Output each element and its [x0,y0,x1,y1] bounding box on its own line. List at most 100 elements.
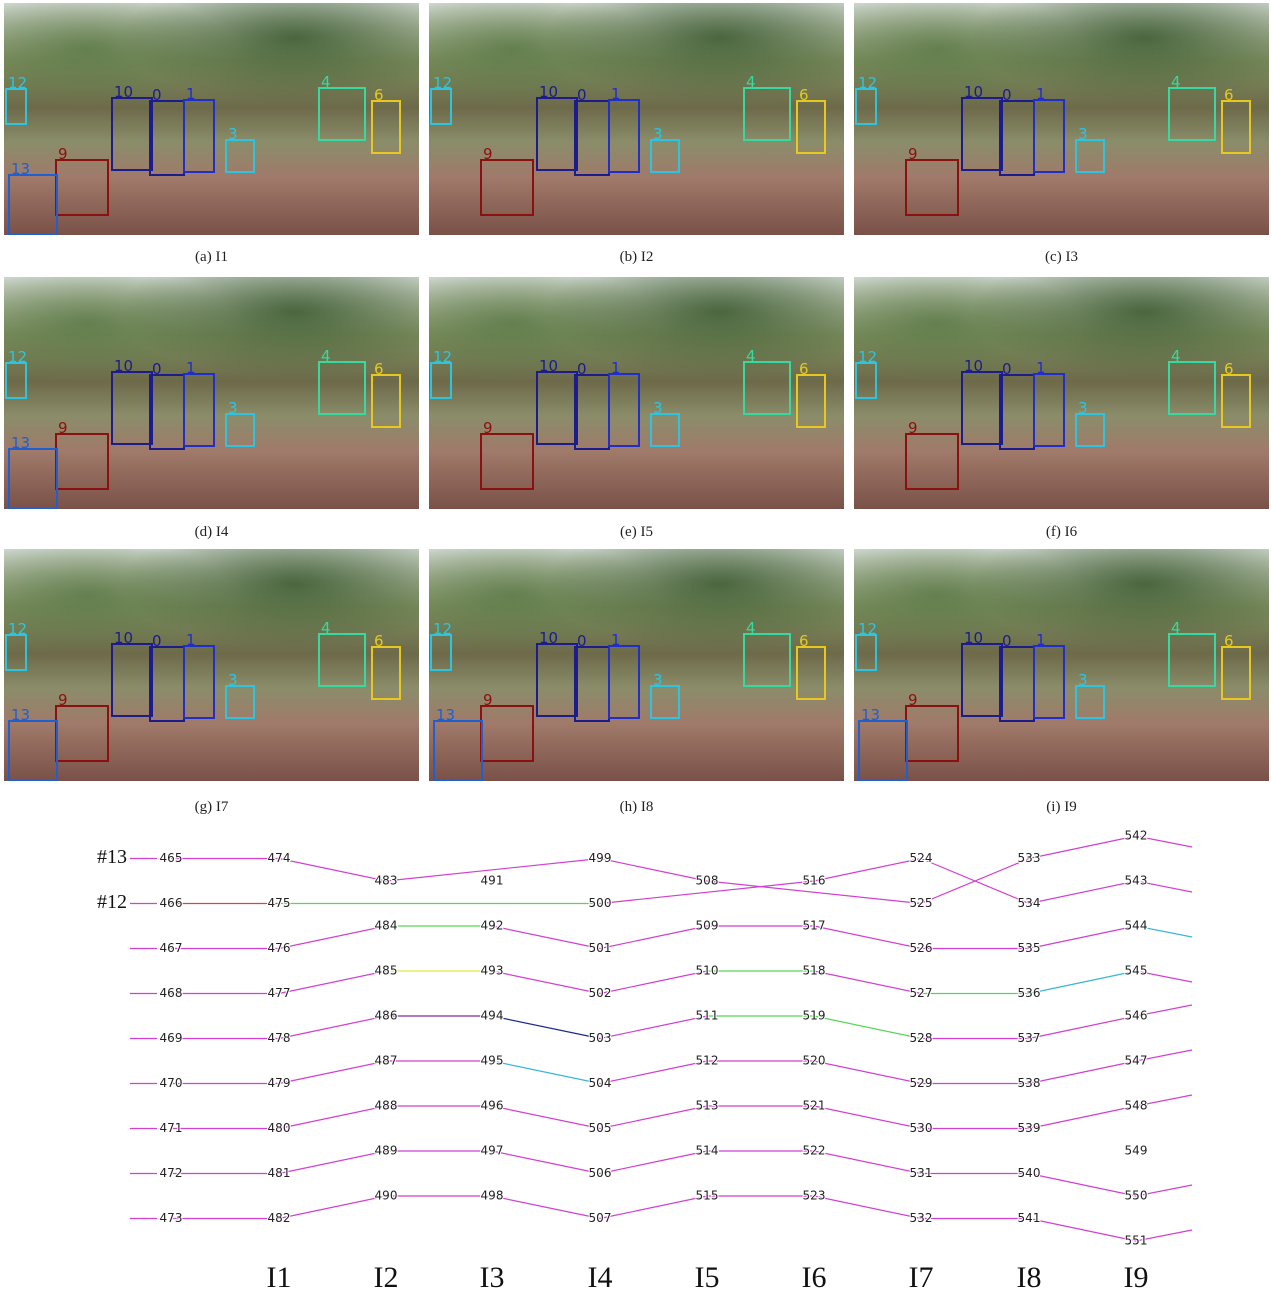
box-label: 3 [653,671,663,689]
bounding-box [434,721,482,781]
box-label: 1 [611,631,621,649]
edge [492,926,600,949]
node-label: 533 [1018,851,1041,865]
node-label: 489 [375,1144,398,1158]
bounding-box [372,101,400,153]
node-label: 516 [803,874,826,888]
node-label: 536 [1018,986,1041,1000]
node-label: 521 [803,1099,826,1113]
bounding-box [859,721,907,781]
node-label: 513 [696,1099,719,1113]
bounding-box [1034,646,1064,718]
bounding-box [575,375,609,449]
node-label: 470 [160,1076,183,1090]
node-label: 494 [481,1009,504,1023]
node-label: 504 [589,1076,612,1090]
detections: 1210013469 [854,277,1269,509]
edge [279,1106,386,1129]
box-label: 13 [436,706,455,724]
bounding-box [1169,634,1215,686]
bounding-box [1222,101,1250,153]
node-label: 523 [803,1189,826,1203]
box-label: 6 [374,86,384,104]
node-label: 480 [268,1121,291,1135]
bounding-box [9,175,57,235]
edge [279,971,386,994]
bounding-box [651,140,679,172]
bounding-box [575,647,609,721]
node-label: 529 [910,1076,933,1090]
node-label: 502 [589,986,612,1000]
box-label: 9 [908,691,918,709]
caption: (e) I5 [429,524,844,541]
node-label: 526 [910,941,933,955]
box-label: 12 [433,348,452,366]
bounding-box [6,89,26,124]
node-label: 486 [375,1009,398,1023]
column-label: I7 [909,1261,934,1294]
box-label: 12 [858,74,877,92]
box-label: 12 [433,74,452,92]
node-label: 545 [1125,964,1148,978]
edge [814,859,921,882]
node-label: 509 [696,919,719,933]
bounding-box [481,706,533,761]
node-label: 519 [803,1009,826,1023]
bounding-box [150,647,184,721]
node-label: 471 [160,1121,183,1135]
box-label: 1 [1036,85,1046,103]
node-label: 547 [1125,1054,1148,1068]
bounding-box [56,706,108,761]
column-label: I5 [695,1261,720,1294]
edge [279,1196,386,1219]
node-label: 477 [268,986,291,1000]
caption: (b) I2 [429,249,844,266]
box-label: 3 [653,125,663,143]
edge [279,859,386,882]
box-label: 12 [8,74,27,92]
box-label: 1 [611,359,621,377]
caption: (d) I4 [4,524,419,541]
box-label: 3 [228,399,238,417]
detections: 1210013469 [429,277,844,509]
detections: 121001346913 [4,277,419,509]
box-label: 10 [964,357,983,375]
box-label: 12 [858,348,877,366]
box-label: 10 [964,629,983,647]
box-label: 4 [321,619,331,637]
box-label: 13 [861,706,880,724]
edge [814,971,921,994]
box-label: 9 [58,145,68,163]
bounding-box [319,88,365,140]
node-label: 506 [589,1166,612,1180]
column-label: I6 [802,1261,827,1294]
box-label: 0 [152,360,162,378]
bounding-box [1076,686,1104,718]
node-label: 517 [803,919,826,933]
node-label: 531 [910,1166,933,1180]
box-label: 0 [152,632,162,650]
detections: 1210013469 [854,3,1269,235]
bounding-box [6,635,26,670]
node-label: 541 [1018,1211,1041,1225]
box-label: 1 [186,359,196,377]
node-label: 512 [696,1054,719,1068]
node-label: 500 [589,896,612,910]
edge [1029,1016,1136,1039]
bounding-box [226,414,254,446]
box-label: 12 [858,620,877,638]
bounding-box [537,644,577,716]
column-label: I3 [480,1261,505,1294]
node-label: 501 [589,941,612,955]
node-label: 543 [1125,874,1148,888]
node-label: 524 [910,851,933,865]
box-label: 13 [11,434,30,452]
bounding-box [226,686,254,718]
bounding-box [481,434,533,489]
detections: 121001346913 [429,549,844,781]
bounding-box [797,101,825,153]
node-label: 485 [375,964,398,978]
bounding-box [56,160,108,215]
node-label: 483 [375,874,398,888]
edge [492,1106,600,1129]
